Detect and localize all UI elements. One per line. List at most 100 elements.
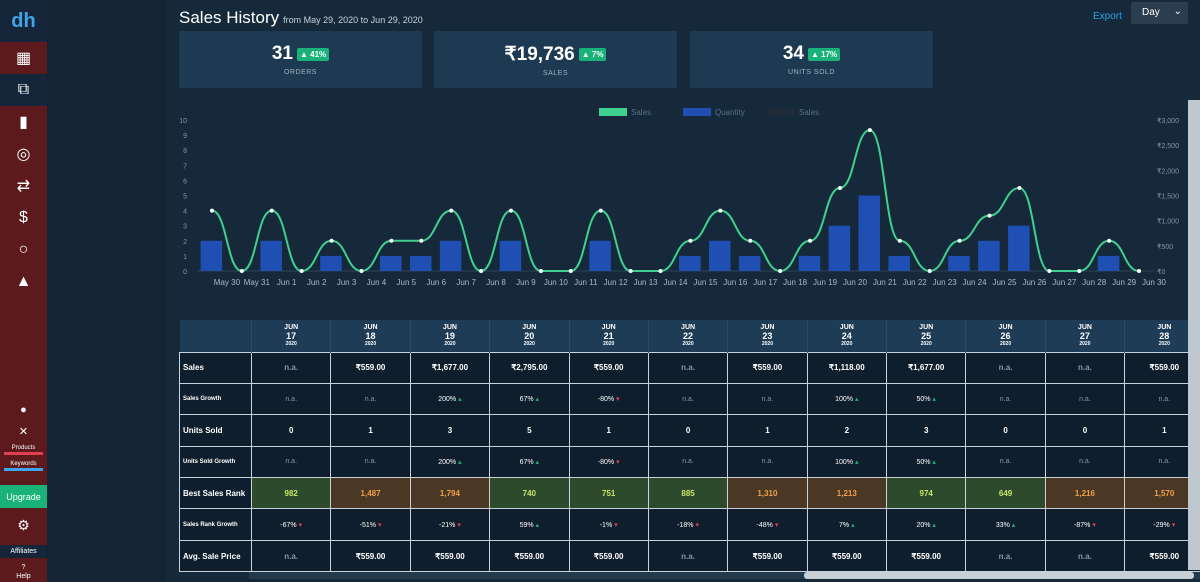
table-cell: 974	[885, 477, 967, 510]
table-row: Units Sold Growth n.a. n.a. 200% ▴ 67% ▴ -80%…	[179, 445, 1200, 479]
y-left-tick: 5	[183, 194, 187, 201]
quantity-bar	[978, 240, 1000, 271]
logo[interactable]: dh	[0, 0, 47, 42]
help-link[interactable]: Help	[16, 573, 31, 580]
table-row: Sales Growth n.a. n.a. 200% ▴ 67% ▴ -80% ▾ n.a…	[179, 382, 1200, 416]
y-left-tick: 1	[183, 254, 187, 261]
table-cell: 0	[250, 414, 332, 447]
trend-icon[interactable]: ⇄	[16, 178, 31, 195]
date-header: JUN 25 2020	[886, 320, 967, 352]
table-cell: 0	[647, 414, 729, 447]
x-tick: Jun 15	[693, 278, 718, 287]
affiliates-link[interactable]: Affiliates	[0, 545, 47, 558]
help-icon[interactable]: ?	[21, 564, 26, 571]
y-right-tick: ₹3,000	[1157, 117, 1179, 125]
x-tick: Jun 8	[486, 278, 506, 287]
table-cell: ₹559.00	[409, 539, 491, 573]
sales-point	[897, 238, 902, 243]
period-select[interactable]: Day ⌄	[1131, 2, 1188, 24]
sales-point	[568, 269, 573, 273]
down-arrow-icon: ▾	[1090, 521, 1096, 529]
table-cell: 5	[489, 414, 570, 447]
sales-point	[1017, 185, 1022, 190]
table-cell: 100% ▴	[806, 382, 888, 416]
hierarchy-icon[interactable]: ⧉	[0, 74, 47, 106]
dashboard-icon[interactable]: ▦	[15, 50, 32, 67]
circle-icon[interactable]: ○	[18, 241, 29, 258]
growth-badge: ▲ 7%	[578, 48, 607, 61]
table-cell: n.a.	[647, 351, 729, 384]
quantity-bar	[1097, 255, 1120, 271]
close-icon[interactable]: ✕	[18, 426, 29, 438]
quantity-bar	[589, 240, 611, 271]
y-right-tick: ₹0	[1157, 268, 1165, 276]
scroll-thumb[interactable]	[804, 572, 1194, 579]
up-arrow-icon: ▴	[456, 458, 462, 466]
table-cell: ₹559.00	[806, 539, 888, 573]
horizontal-scrollbar[interactable]	[249, 572, 1200, 579]
y-left-tick: 0	[183, 269, 187, 276]
table-cell: n.a.	[727, 445, 808, 479]
page-title: Sales History from May 29, 2020 to Jun 29…	[179, 8, 423, 27]
table-cell: 1,216	[1044, 477, 1126, 510]
quantity-bar	[409, 255, 432, 271]
settings-icon[interactable]: ⚙	[17, 517, 30, 533]
date-header: JUN 20 2020	[489, 320, 570, 352]
x-tick: Jun 24	[963, 278, 988, 287]
github-icon[interactable]: ●	[20, 404, 27, 416]
sales-chart: Sales Quantity Sales 0 1 2 3 4 5 6 7 8 9 10 ₹0 ₹500 ₹1,0…	[179, 108, 1179, 287]
sales-point	[1047, 269, 1052, 273]
table-cell: -80% ▾	[568, 382, 649, 416]
vertical-scrollbar[interactable]	[1188, 100, 1200, 570]
table-cell: 885	[647, 477, 729, 510]
table-cell: ₹559.00	[727, 351, 808, 384]
table-cell: 1,310	[727, 477, 808, 510]
sales-point	[209, 208, 214, 213]
date-header: JUN 22 2020	[648, 320, 729, 352]
sales-point	[299, 269, 304, 273]
table-row: Avg. Sale Price n.a. ₹559.00 ₹559.00 ₹559.00…	[179, 539, 1200, 573]
products-label: Products	[11, 445, 36, 451]
table-cell: n.a.	[727, 382, 808, 416]
sales-point	[449, 208, 454, 213]
x-tick: Jun 7	[456, 278, 476, 287]
up-arrow-icon: ▴	[853, 458, 859, 466]
up-arrow-icon: ▴	[930, 521, 936, 529]
upgrade-button[interactable]: Upgrade	[0, 485, 47, 508]
target-icon[interactable]: ◎	[16, 146, 31, 163]
row-label: Sales Rank Growth	[179, 508, 252, 541]
x-tick: Jun 2	[307, 278, 327, 287]
x-tick: Jun 17	[753, 278, 778, 287]
table-cell: ₹1,118.00	[806, 351, 888, 384]
export-link[interactable]: Export	[1093, 11, 1122, 22]
keywords-label: Keywords	[10, 461, 37, 467]
sales-point	[987, 213, 992, 218]
table-cell: 100% ▴	[806, 445, 888, 479]
shapes-icon[interactable]: ▲	[15, 273, 32, 290]
table-cell: 67% ▴	[489, 382, 570, 416]
header-corner	[179, 320, 252, 352]
table-cell: n.a.	[647, 382, 729, 416]
dollar-icon[interactable]: $	[19, 209, 28, 226]
gutter	[47, 0, 167, 582]
growth-badge: ▲ 17%	[807, 47, 841, 61]
quantity-bar	[828, 225, 851, 271]
x-tick: Jun 25	[992, 278, 1017, 287]
table-cell: 50% ▴	[885, 382, 967, 416]
table-cell: ₹559.00	[1124, 351, 1200, 384]
y-right-tick: ₹2,500	[1157, 142, 1179, 150]
table-cell: n.a.	[250, 382, 332, 416]
table-cell: 67% ▴	[489, 445, 570, 479]
sales-point	[329, 238, 334, 243]
table-cell: n.a.	[330, 445, 411, 479]
table-cell: ₹559.00	[330, 539, 411, 573]
date-header: JUN 28 2020	[1124, 320, 1200, 352]
sales-point	[419, 238, 424, 243]
bar-chart-icon[interactable]: ▮	[19, 114, 28, 131]
row-label: Avg. Sale Price	[179, 539, 252, 573]
table-cell: ₹1,677.00	[885, 351, 967, 384]
table-cell: n.a.	[965, 382, 1046, 416]
x-tick: Jun 27	[1052, 278, 1077, 287]
table-cell: n.a.	[965, 351, 1046, 384]
y-right-tick: ₹2,000	[1157, 167, 1179, 175]
